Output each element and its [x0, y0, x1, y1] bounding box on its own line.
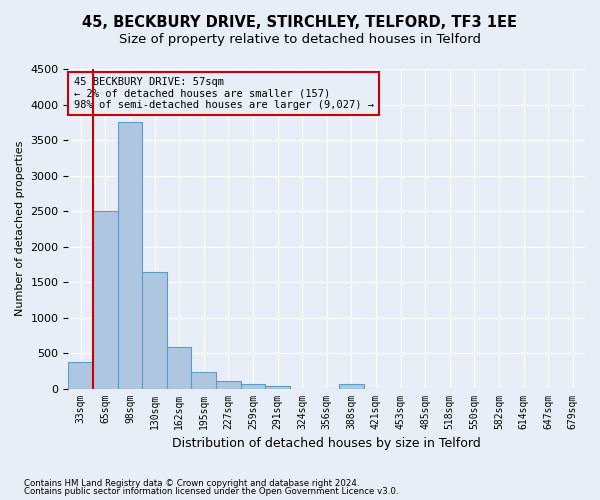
- Bar: [93, 211, 118, 388]
- Bar: [216, 381, 241, 388]
- Text: Size of property relative to detached houses in Telford: Size of property relative to detached ho…: [119, 32, 481, 46]
- Text: Contains public sector information licensed under the Open Government Licence v3: Contains public sector information licen…: [24, 487, 398, 496]
- Bar: [241, 384, 265, 388]
- Bar: [118, 122, 142, 388]
- Bar: [167, 346, 191, 389]
- Text: 45 BECKBURY DRIVE: 57sqm
← 2% of detached houses are smaller (157)
98% of semi-d: 45 BECKBURY DRIVE: 57sqm ← 2% of detache…: [74, 77, 374, 110]
- X-axis label: Distribution of detached houses by size in Telford: Distribution of detached houses by size …: [172, 437, 481, 450]
- Text: Contains HM Land Registry data © Crown copyright and database right 2024.: Contains HM Land Registry data © Crown c…: [24, 478, 359, 488]
- Y-axis label: Number of detached properties: Number of detached properties: [15, 141, 25, 316]
- Bar: [191, 372, 216, 388]
- Bar: [142, 272, 167, 388]
- Text: 45, BECKBURY DRIVE, STIRCHLEY, TELFORD, TF3 1EE: 45, BECKBURY DRIVE, STIRCHLEY, TELFORD, …: [83, 15, 517, 30]
- Bar: [68, 362, 93, 388]
- Bar: [339, 384, 364, 388]
- Bar: [265, 386, 290, 388]
